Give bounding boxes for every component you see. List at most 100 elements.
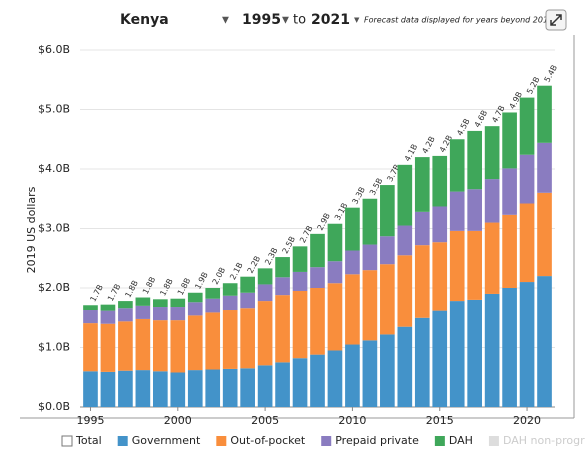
bar-segment [414,245,430,318]
bar-segment [449,230,465,302]
data-label: 5.4B [543,64,559,84]
bar-segment [187,302,203,316]
bar-segment [380,185,395,237]
bar-segment [432,206,448,243]
y-tick-label: $6.0B [38,43,70,56]
bar-segment [362,198,378,245]
bar-segment [83,371,98,407]
bar-segment [397,164,413,226]
bar-segment [135,370,151,407]
x-tick-label: 1995 [76,414,104,427]
bar-segment [152,299,168,308]
bar-segment [380,334,395,407]
bar-segment [275,277,290,296]
bar-segment [484,126,500,180]
dropdown-arrow[interactable]: ▼ [354,16,360,24]
legend-swatch [61,435,73,447]
data-label: 1.8B [158,277,174,297]
data-label: 1.8B [123,279,139,299]
bar-segment [187,292,203,303]
start-year[interactable]: 1995 [242,12,281,28]
forecast-note: Forecast data displayed for years beyond… [364,16,554,25]
legend-label: Government [132,434,201,447]
x-tick-label: 2000 [164,414,192,427]
bar-segment [118,321,133,371]
bar-segment [484,293,500,407]
bar-segment [205,288,221,299]
x-tick-label: 2005 [251,414,279,427]
bar-segment [310,267,325,288]
data-label: 2.0B [211,266,227,286]
bar-segment [502,168,517,215]
bar-segment [135,305,151,319]
bar-segment [414,317,430,407]
bar-segment [327,350,343,407]
data-label: 4.2B [420,135,436,155]
y-tick-label: $3.0B [38,222,70,235]
legend-swatch [434,436,445,446]
bar-segment [135,297,151,306]
bar-segment [362,340,378,407]
bar-segment [100,371,116,407]
bar-segment [100,304,116,311]
bar-segment [432,155,448,207]
country-select[interactable]: Kenya [120,12,169,28]
bar-segment [257,268,273,285]
y-tick-label: $4.0B [38,162,70,175]
bar-segment [380,264,395,335]
x-tick-label: 2020 [513,414,541,427]
bar-segment [449,139,465,192]
bar-segment [449,301,465,407]
bar-segment [467,299,483,407]
bar-segment [292,246,308,272]
bar-segment [484,222,500,294]
bar-segment [118,301,133,309]
bar-segment [345,207,360,251]
bar-segment [152,307,168,321]
bar-segment [83,323,98,372]
bar-segment [362,244,378,271]
bar-segment [275,257,290,278]
bar-segment [275,362,290,407]
x-tick-label: 2015 [426,414,454,427]
bar-segment [432,242,448,311]
bar-segment [467,189,483,231]
data-label: 1.7B [89,283,105,303]
expand-icon [550,14,562,26]
bar-segment [362,270,378,341]
bar-segment [310,354,325,407]
bar-segment [537,85,552,143]
bar-segment [240,292,255,309]
y-tick-label: $0.0B [38,400,70,413]
bar-segment [205,312,221,370]
bar-segment [257,284,273,302]
data-label: 1.8B [141,275,157,295]
bar-segment [519,154,535,204]
bar-segment [327,261,343,284]
legend-swatch [117,436,128,446]
dropdown-arrow[interactable]: ▼ [222,16,229,26]
bar-segment [397,255,413,327]
bar-segment [310,233,325,268]
bar-segment [502,288,517,407]
bar-segment [327,283,343,351]
bar-segment [519,282,535,407]
y-tick-label: $1.0B [38,341,70,354]
bar-segment [257,365,273,407]
bar-segment [414,157,430,212]
legend-swatch [488,436,499,446]
bar-segment [380,236,395,265]
bar-segment [292,358,308,407]
bar-segment [222,310,238,369]
bar-segment [170,320,186,373]
bar-segment [205,298,221,313]
bar-segment [257,301,273,366]
bar-segment [187,370,203,407]
bar-segment [240,308,255,369]
dropdown-arrow[interactable]: ▼ [282,16,289,26]
bar-segment [240,368,255,407]
bar-segment [537,142,552,193]
end-year[interactable]: 2021 [311,12,350,28]
x-tick-label: 2010 [338,414,366,427]
